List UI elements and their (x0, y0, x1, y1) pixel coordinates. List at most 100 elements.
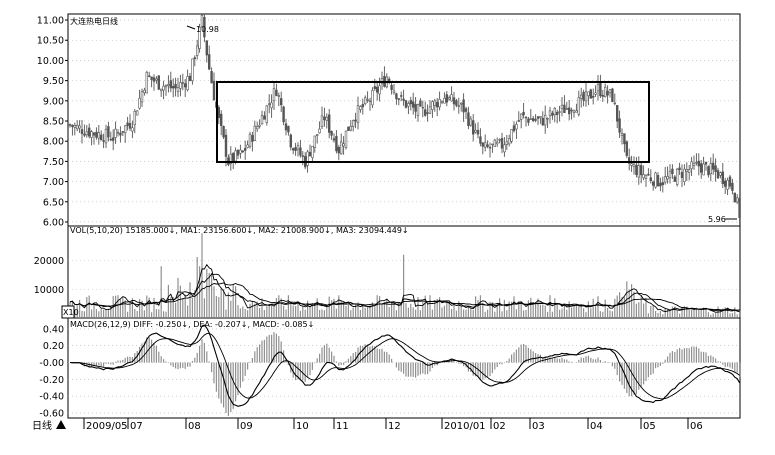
price-tick-label: 8.50 (43, 117, 64, 128)
x-tick-label: 2009/05 (86, 421, 128, 432)
candle-body (675, 168, 679, 185)
candle-body (565, 108, 569, 110)
candle-body (519, 113, 523, 120)
candle-body (104, 128, 108, 144)
candle-body (90, 131, 93, 138)
candle-body (723, 180, 727, 187)
candle-body (731, 182, 734, 191)
candle-body (517, 120, 521, 122)
candle-body (160, 88, 163, 92)
candle-body (167, 84, 170, 86)
x-tick-label: 08 (188, 421, 201, 432)
candle-body (596, 84, 600, 92)
candle-body (390, 84, 393, 90)
macd-tick-label: -0.00 (39, 358, 64, 369)
candle-body (690, 161, 693, 170)
candle-body (738, 198, 741, 218)
period-toggle-icon[interactable] (56, 420, 66, 429)
price-tick-label: 6.50 (43, 197, 64, 208)
candle-body (277, 95, 280, 97)
candle-body (543, 114, 547, 126)
candle-body (591, 95, 595, 98)
candle-body (368, 100, 372, 102)
candle-body (589, 89, 593, 99)
candle-body (656, 175, 660, 187)
candle-body (229, 153, 232, 164)
candle-body (315, 134, 319, 136)
candle-body (210, 71, 213, 84)
candle-body (409, 100, 412, 105)
candle-body (349, 125, 352, 131)
candle-body (361, 104, 364, 108)
candle-body (431, 101, 434, 110)
candle-body (311, 145, 314, 158)
candle-body (138, 97, 141, 109)
candle-body (287, 126, 290, 133)
candle-body (275, 89, 278, 96)
candle-body (119, 132, 122, 136)
volume-header: VOL(5,10,20) 15185.000↓, MA1: 23156.600↓… (70, 226, 409, 235)
candle-body (299, 147, 302, 156)
candle-body (220, 113, 223, 126)
candle-body (536, 116, 540, 119)
candle-body (486, 144, 489, 147)
candle-body (654, 172, 657, 188)
candle-body (457, 105, 460, 107)
candle-body (709, 163, 713, 174)
candle-body (404, 100, 408, 108)
candle-body (716, 170, 720, 179)
candle-body (248, 133, 252, 147)
candle-body (95, 131, 98, 138)
candle-body (630, 163, 633, 166)
volume-tick-label: 20000 (34, 256, 64, 267)
low-label: 5.96 (708, 215, 726, 224)
candle-body (327, 114, 331, 133)
candle-body (553, 108, 557, 115)
candle-body (397, 98, 400, 100)
candle-body (635, 164, 638, 175)
candle-body (455, 100, 458, 106)
candle-body (647, 173, 650, 176)
candle-body (416, 104, 420, 116)
candle-body (587, 91, 590, 96)
candle-body (651, 181, 655, 186)
volume-tick-labels: 20000 10000 (34, 256, 64, 296)
candle-body (164, 85, 168, 88)
candle-body (279, 98, 283, 106)
price-tick-label: 8.00 (43, 137, 64, 148)
candle-body (512, 125, 516, 132)
candle-body (174, 83, 177, 89)
candle-body (524, 116, 528, 119)
candle-body (632, 163, 636, 168)
candle-body (558, 111, 561, 113)
candle-body (659, 182, 662, 187)
candle-body (649, 177, 653, 182)
period-label[interactable]: 日线 (32, 419, 52, 432)
candle-body (438, 98, 441, 108)
volume-ma-line (69, 263, 740, 313)
candle-body (267, 103, 271, 105)
candle-body (395, 93, 398, 100)
price-tick-label: 10.00 (37, 56, 64, 67)
candle-body (313, 135, 316, 148)
unit-label: X10 (63, 308, 79, 317)
candle-body (570, 109, 573, 112)
candle-body (575, 110, 578, 113)
candle-body (673, 176, 677, 182)
candle-body (100, 134, 103, 141)
candle-body (128, 122, 132, 129)
candle-body (579, 94, 583, 99)
candle-body (363, 97, 367, 104)
candle-body (541, 117, 545, 126)
candle-body (191, 58, 194, 82)
candle-body (642, 174, 645, 179)
candle-body (507, 138, 511, 145)
candle-body (491, 143, 494, 146)
candle-body (505, 141, 508, 145)
candle-body (625, 141, 629, 156)
candle-body (131, 127, 134, 132)
candle-body (467, 112, 470, 127)
candle-body (539, 116, 542, 118)
candle-body (474, 129, 477, 133)
macd-tick-label: 0.40 (43, 324, 64, 335)
